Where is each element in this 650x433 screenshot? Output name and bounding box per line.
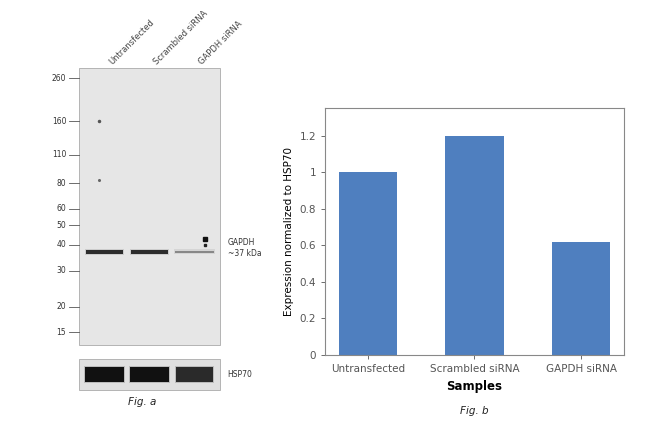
Text: 160: 160: [52, 117, 66, 126]
Bar: [339, 172, 397, 355]
Bar: [79, 359, 220, 390]
Text: Fig. a: Fig. a: [127, 397, 156, 407]
Bar: [130, 366, 169, 382]
Bar: [174, 249, 215, 255]
Text: 60: 60: [57, 204, 66, 213]
Text: HSP70: HSP70: [227, 370, 252, 379]
Bar: [129, 366, 170, 383]
Text: Untransfected: Untransfected: [107, 18, 156, 66]
Bar: [131, 250, 168, 254]
Bar: [86, 250, 123, 254]
Text: Fig. b: Fig. b: [460, 406, 489, 416]
Text: Scrambled siRNA: Scrambled siRNA: [152, 9, 210, 66]
Bar: [79, 68, 220, 345]
Bar: [175, 251, 214, 253]
Text: 110: 110: [52, 150, 66, 159]
Text: 15: 15: [57, 328, 66, 337]
Bar: [445, 136, 504, 355]
Text: 30: 30: [57, 266, 66, 275]
Bar: [552, 242, 610, 355]
Bar: [176, 366, 214, 383]
Text: 40: 40: [57, 240, 66, 249]
Text: 80: 80: [57, 179, 66, 187]
Bar: [84, 366, 125, 383]
Bar: [85, 366, 124, 382]
Text: GAPDH siRNA: GAPDH siRNA: [197, 19, 244, 66]
Y-axis label: Expression normalized to HSP70: Expression normalized to HSP70: [284, 147, 294, 316]
Bar: [176, 366, 213, 382]
X-axis label: Samples: Samples: [447, 380, 502, 393]
Text: 50: 50: [57, 220, 66, 229]
Text: 20: 20: [57, 302, 66, 311]
Text: GAPDH
~37 kDa: GAPDH ~37 kDa: [227, 238, 261, 259]
Bar: [130, 249, 169, 255]
Bar: [85, 249, 124, 255]
Text: 260: 260: [52, 74, 66, 83]
